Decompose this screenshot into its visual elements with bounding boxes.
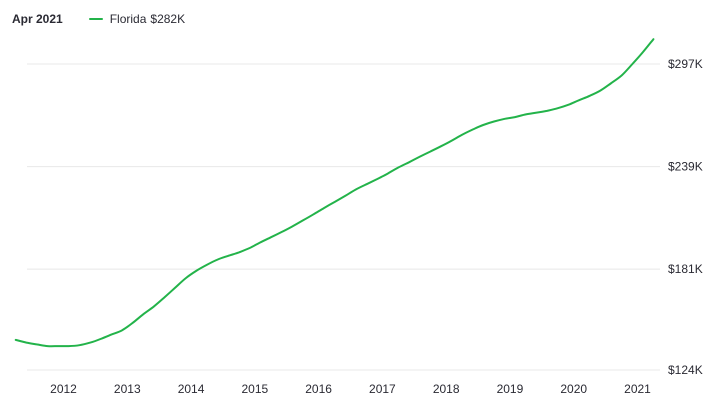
x-tick-label: 2021	[624, 382, 651, 396]
x-tick-label: 2017	[369, 382, 396, 396]
legend-series-value: $282K	[150, 12, 186, 26]
legend-series-name: Florida	[109, 12, 147, 26]
legend-period: Apr 2021	[12, 12, 63, 26]
y-tick-label: $124K	[668, 363, 703, 377]
x-tick-label: 2018	[433, 382, 460, 396]
grid-lines	[27, 63, 660, 371]
y-tick-label: $297K	[668, 57, 703, 71]
legend-series-swatch	[88, 18, 103, 20]
series-lines	[14, 38, 655, 348]
y-axis-tick-labels: $124K $181K $239K $297K	[668, 57, 703, 377]
x-tick-label: 2019	[497, 382, 524, 396]
y-tick-label: $239K	[668, 160, 703, 174]
y-tick-label: $181K	[668, 262, 703, 276]
x-tick-label: 2016	[305, 382, 332, 396]
x-tick-label: 2013	[114, 382, 141, 396]
x-tick-label: 2015	[241, 382, 268, 396]
x-tick-label: 2014	[178, 382, 205, 396]
series-line[interactable]	[14, 38, 655, 348]
x-axis-tick-labels: 2012 2013 2014 2015 2016 2017 2018 2019 2020 2021	[50, 382, 651, 396]
x-tick-label: 2020	[560, 382, 587, 396]
x-tick-label: 2012	[50, 382, 77, 396]
chart-legend: Apr 2021 Florida $282K	[12, 10, 185, 28]
